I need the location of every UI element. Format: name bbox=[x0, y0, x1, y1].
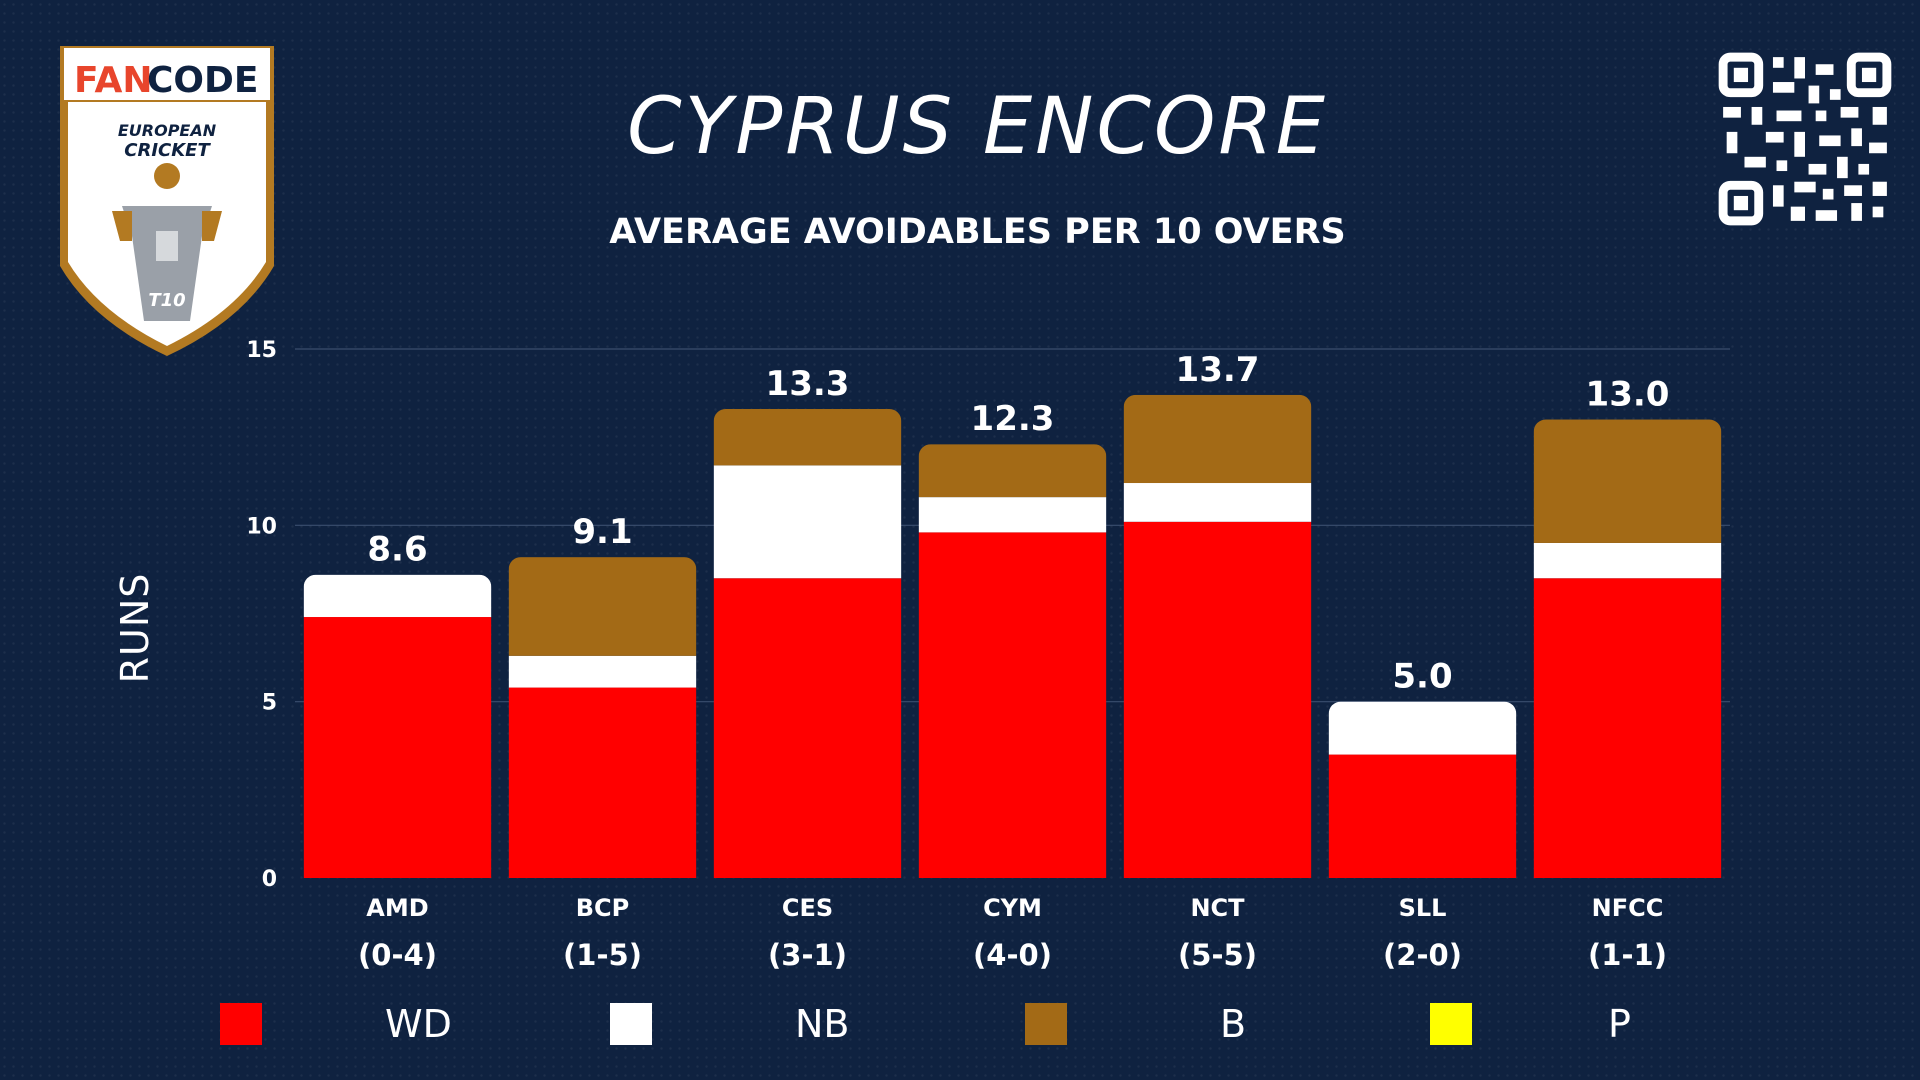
bar-segment-b-ces bbox=[713, 408, 902, 466]
y-tick-label: 5 bbox=[262, 691, 277, 716]
x-tick-label: AMD bbox=[366, 894, 428, 922]
bar-total-label: 13.7 bbox=[1176, 350, 1260, 390]
bar-segment-b-bcp bbox=[508, 557, 697, 656]
bar-total-label: 5.0 bbox=[1392, 657, 1452, 697]
x-tick-label: NCT bbox=[1190, 894, 1245, 922]
y-tick-label: 15 bbox=[246, 338, 277, 363]
team-record-label: (3-1) bbox=[768, 938, 847, 972]
x-tick-label: NFCC bbox=[1592, 894, 1664, 922]
bar-segment-b-nct bbox=[1123, 394, 1312, 484]
bar-segment-wd-amd bbox=[303, 617, 492, 878]
team-record-label: (1-1) bbox=[1588, 938, 1667, 972]
bar-segment-wd-sll bbox=[1328, 754, 1517, 878]
logo-badge: T10 bbox=[148, 290, 185, 311]
bar-segment-nb-bcp bbox=[508, 655, 697, 688]
bar-segment-nb-amd bbox=[303, 574, 492, 618]
team-record-label: (1-5) bbox=[563, 938, 642, 972]
bar-total-label: 12.3 bbox=[971, 399, 1055, 439]
bar-segment-b-cym bbox=[918, 444, 1107, 498]
team-record-label: (5-5) bbox=[1178, 938, 1257, 972]
qr-code-icon bbox=[1716, 50, 1894, 228]
chart-subtitle: AVERAGE AVOIDABLES PER 10 OVERS bbox=[609, 212, 1346, 252]
y-tick-label: 0 bbox=[262, 867, 277, 892]
x-tick-label: BCP bbox=[576, 894, 630, 922]
fancode-ecs-logo: FAN CODE EUROPEAN CRICKET T10 bbox=[60, 46, 274, 356]
bar-segment-wd-nct bbox=[1123, 521, 1312, 878]
logo-line-1: EUROPEAN bbox=[118, 121, 217, 140]
x-tick-label: CYM bbox=[983, 894, 1042, 922]
x-tick-label: CES bbox=[782, 894, 833, 922]
team-record-label: (2-0) bbox=[1383, 938, 1462, 972]
logo-brand-code: CODE bbox=[147, 60, 259, 101]
bar-segment-b-nfcc bbox=[1533, 419, 1722, 543]
bar-segment-nb-cym bbox=[918, 497, 1107, 533]
bar-total-label: 9.1 bbox=[572, 512, 632, 552]
bar-segment-nb-nct bbox=[1123, 483, 1312, 522]
bar-total-label: 8.6 bbox=[367, 530, 427, 570]
bar-segment-wd-ces bbox=[713, 578, 902, 878]
bar-total-label: 13.3 bbox=[766, 364, 850, 404]
bar-segment-wd-bcp bbox=[508, 687, 697, 878]
logo-line-2: CRICKET bbox=[124, 140, 211, 161]
bar-segment-wd-cym bbox=[918, 532, 1107, 878]
bar-segment-wd-nfcc bbox=[1533, 578, 1722, 878]
team-record-label: (4-0) bbox=[973, 938, 1052, 972]
bar-segment-nb-nfcc bbox=[1533, 542, 1722, 579]
logo-brand-fan: FAN bbox=[74, 60, 152, 101]
bar-total-label: 13.0 bbox=[1586, 375, 1670, 415]
team-record-label: (0-4) bbox=[358, 938, 437, 972]
x-tick-label: SLL bbox=[1399, 894, 1447, 922]
page-title: CYPRUS ENCORE bbox=[627, 82, 1328, 172]
bar-segment-nb-sll bbox=[1328, 701, 1517, 755]
bar-segment-nb-ces bbox=[713, 465, 902, 579]
y-tick-label: 10 bbox=[246, 514, 277, 539]
